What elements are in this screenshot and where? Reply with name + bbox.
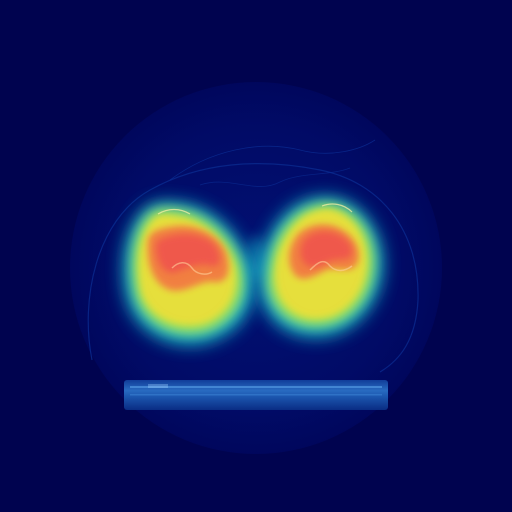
body-outline bbox=[87, 163, 419, 373]
left-heat-region bbox=[124, 202, 253, 344]
scanner-table bbox=[124, 380, 388, 410]
right-heat-region bbox=[259, 197, 383, 337]
